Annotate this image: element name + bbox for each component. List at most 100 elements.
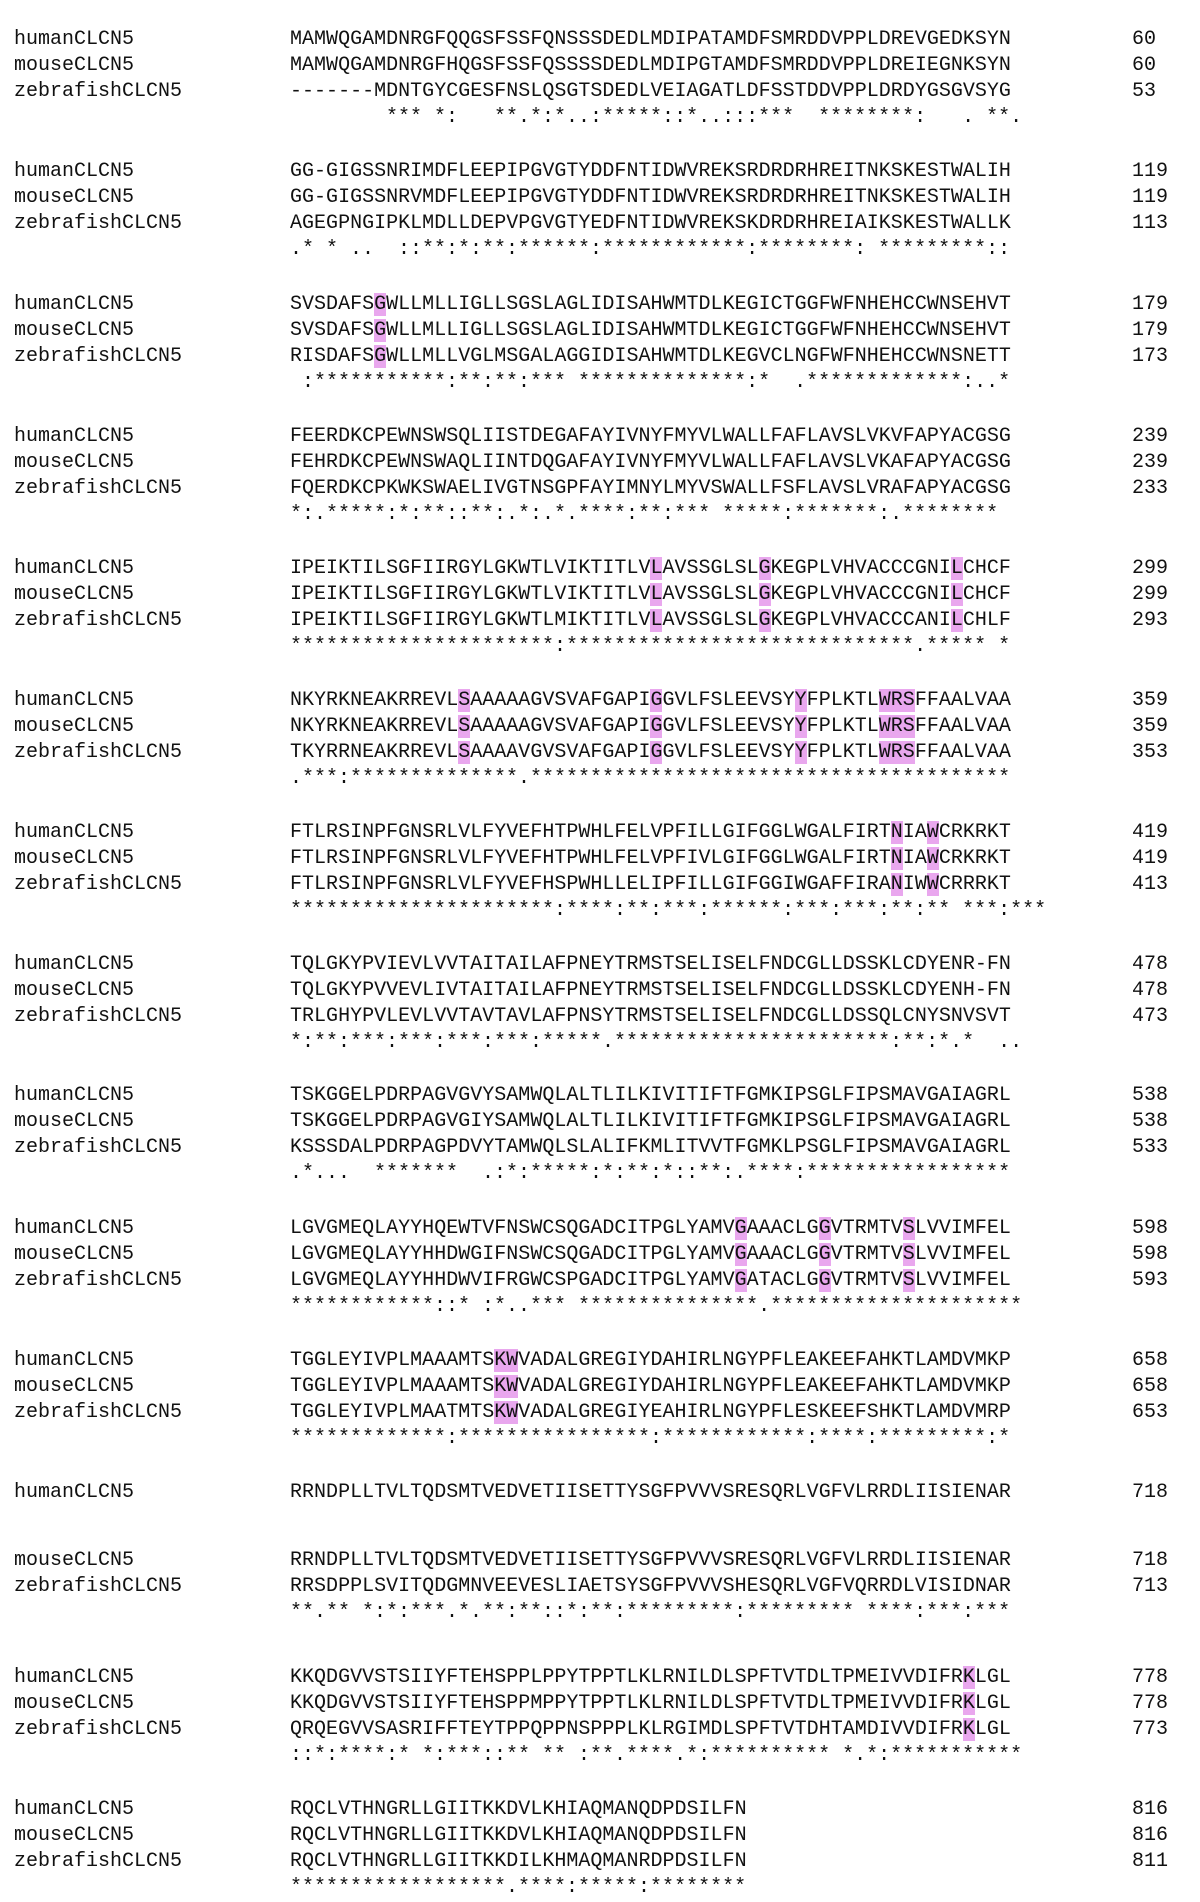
residue-position: 353: [1132, 741, 1169, 764]
residue-position: 293: [1132, 609, 1169, 632]
residue-position: 359: [1132, 715, 1169, 738]
residue-position: 816: [1132, 1798, 1169, 1821]
highlighted-residue: R: [890, 689, 903, 712]
residue-position: 233: [1132, 477, 1169, 500]
sequence-residues: LGVGMEQLAYYHQEWTVFNSWCSQGADCITPGLYAMVGAA…: [290, 1217, 1011, 1240]
residue-position: 60: [1132, 54, 1157, 77]
sequence-residues: RQCLVTHNGRLLGIITKKDVLKHIAQMANQDPDSILFN: [290, 1798, 747, 1821]
sequence-name: mouseCLCN5: [14, 1692, 135, 1715]
sequence-name: mouseCLCN5: [14, 583, 135, 606]
residue-position: 113: [1132, 212, 1169, 235]
residue-position: 718: [1132, 1481, 1169, 1504]
residue-position: 593: [1132, 1269, 1169, 1292]
residue-position: 60: [1132, 28, 1157, 51]
highlighted-residue: L: [650, 557, 663, 580]
highlighted-residue: G: [758, 609, 771, 632]
highlighted-residue: S: [458, 715, 471, 738]
highlighted-residue: R: [890, 741, 903, 764]
sequence-name: mouseCLCN5: [14, 979, 135, 1002]
sequence-residues: NKYRKNEAKRREVLSAAAAAGVSVAFGAPIGGVLFSLEEV…: [290, 689, 1011, 712]
sequence-residues: RQCLVTHNGRLLGIITKKDILKHMAQMANRDPDSILFN: [290, 1850, 747, 1873]
highlighted-residue: W: [878, 689, 891, 712]
residue-position: 773: [1132, 1718, 1169, 1741]
highlighted-residue: W: [506, 1349, 519, 1372]
highlighted-residue: G: [818, 1217, 831, 1240]
highlighted-residue: G: [734, 1217, 747, 1240]
sequence-name: humanCLCN5: [14, 1217, 135, 1240]
residue-position: 413: [1132, 873, 1169, 896]
highlighted-residue: K: [962, 1692, 975, 1715]
sequence-residues: TQLGKYPVVEVLIVTAITAILAFPNEYTRMSTSELISELF…: [290, 979, 1011, 1002]
sequence-residues: GG-GIGSSNRIMDFLEEPIPGVGTYDDFNTIDWVREKSRD…: [290, 160, 1011, 183]
consensus-symbols: *:**:***:***:***:***:*****.*************…: [290, 1031, 1023, 1054]
residue-position: 173: [1132, 345, 1169, 368]
highlighted-residue: G: [734, 1269, 747, 1292]
sequence-residues: IPEIKTILSGFIIRGYLGKWTLVIKTITLVLAVSSGLSLG…: [290, 557, 1011, 580]
highlighted-residue: R: [890, 715, 903, 738]
sequence-name: humanCLCN5: [14, 160, 135, 183]
highlighted-residue: K: [962, 1718, 975, 1741]
sequence-name: mouseCLCN5: [14, 1549, 135, 1572]
sequence-name: zebrafishCLCN5: [14, 212, 183, 235]
sequence-residues: NKYRKNEAKRREVLSAAAAAGVSVAFGAPIGGVLFSLEEV…: [290, 715, 1011, 738]
sequence-name: mouseCLCN5: [14, 451, 135, 474]
sequence-residues: RISDAFSGWLLMLLVGLMSGALAGGIDISAHWMTDLKEGV…: [290, 345, 1011, 368]
consensus-symbols: .*... ******* .:*:*****:*:**:*::**:.****…: [290, 1162, 1011, 1185]
highlighted-residue: K: [494, 1401, 507, 1424]
sequence-residues: IPEIKTILSGFIIRGYLGKWTLMIKTITLVLAVSSGLSLG…: [290, 609, 1011, 632]
highlighted-residue: Y: [794, 741, 807, 764]
highlighted-residue: S: [902, 1269, 915, 1292]
sequence-residues: TQLGKYPVIEVLVVTAITAILAFPNEYTRMSTSELISELF…: [290, 953, 1011, 976]
residue-position: 538: [1132, 1110, 1169, 1133]
sequence-name: zebrafishCLCN5: [14, 1850, 183, 1873]
sequence-residues: MAMWQGAMDNRGFQQGSFSSFQNSSSDEDLMDIPATAMDF…: [290, 28, 1011, 51]
residue-position: 811: [1132, 1850, 1169, 1873]
highlighted-residue: S: [902, 715, 915, 738]
highlighted-residue: G: [374, 345, 387, 368]
residue-position: 119: [1132, 186, 1169, 209]
consensus-symbols: **********************:****:**:***:*****…: [290, 899, 1047, 922]
highlighted-residue: L: [650, 583, 663, 606]
residue-position: 119: [1132, 160, 1169, 183]
sequence-residues: MAMWQGAMDNRGFHQGSFSSFQSSSSDEDLMDIPGTAMDF…: [290, 54, 1011, 77]
highlighted-residue: W: [926, 847, 939, 870]
sequence-name: mouseCLCN5: [14, 1824, 135, 1847]
residue-position: 538: [1132, 1084, 1169, 1107]
highlighted-residue: L: [950, 609, 963, 632]
highlighted-residue: G: [374, 319, 387, 342]
sequence-name: zebrafishCLCN5: [14, 1005, 183, 1028]
sequence-residues: RQCLVTHNGRLLGIITKKDVLKHIAQMANQDPDSILFN: [290, 1824, 747, 1847]
consensus-symbols: *************:****************:*********…: [290, 1427, 1011, 1450]
sequence-name: zebrafishCLCN5: [14, 345, 183, 368]
sequence-name: zebrafishCLCN5: [14, 80, 183, 103]
sequence-residues: SVSDAFSGWLLMLLIGLLSGSLAGLIDISAHWMTDLKEGI…: [290, 319, 1011, 342]
sequence-residues: FEHRDKCPEWNSWAQLIINTDQGAFAYIVNYFMYVLWALL…: [290, 451, 1011, 474]
residue-position: 478: [1132, 953, 1169, 976]
sequence-name: humanCLCN5: [14, 28, 135, 51]
consensus-symbols: ************::* :*..*** ***************.…: [290, 1295, 1023, 1318]
sequence-name: mouseCLCN5: [14, 847, 135, 870]
sequence-name: humanCLCN5: [14, 425, 135, 448]
sequence-residues: TGGLEYIVPLMAAAMTSKWVADALGREGIYDAHIRLNGYP…: [290, 1375, 1011, 1398]
sequence-residues: TGGLEYIVPLMAATMTSKWVADALGREGIYEAHIRLNGYP…: [290, 1401, 1011, 1424]
highlighted-residue: G: [374, 293, 387, 316]
sequence-residues: TRLGHYPVLEVLVVTAVTAVLAFPNSYTRMSTSELISELF…: [290, 1005, 1011, 1028]
highlighted-residue: G: [818, 1243, 831, 1266]
highlighted-residue: W: [926, 821, 939, 844]
sequence-name: zebrafishCLCN5: [14, 477, 183, 500]
sequence-residues: LGVGMEQLAYYHHDWVIFRGWCSPGADCITPGLYAMVGAT…: [290, 1269, 1011, 1292]
highlighted-residue: K: [494, 1349, 507, 1372]
sequence-residues: KKQDGVVSTSIIYFTEHSPPMPPYTPPTLKLRNILDLSPF…: [290, 1692, 1011, 1715]
highlighted-residue: G: [650, 741, 663, 764]
highlighted-residue: S: [458, 741, 471, 764]
sequence-residues: IPEIKTILSGFIIRGYLGKWTLVIKTITLVLAVSSGLSLG…: [290, 583, 1011, 606]
consensus-symbols: :***********:**:**:*** **************:* …: [290, 371, 1011, 394]
sequence-name: zebrafishCLCN5: [14, 1269, 183, 1292]
consensus-symbols: **.** *:*:***.*.**:**::*:**:*********:**…: [290, 1601, 1011, 1624]
sequence-name: zebrafishCLCN5: [14, 873, 183, 896]
highlighted-residue: S: [902, 1217, 915, 1240]
residue-position: 778: [1132, 1666, 1169, 1689]
sequence-residues: QRQEGVVSASRIFFTEYTPPQPPNSPPPLKLRGIMDLSPF…: [290, 1718, 1011, 1741]
residue-position: 653: [1132, 1401, 1169, 1424]
highlighted-residue: W: [506, 1375, 519, 1398]
